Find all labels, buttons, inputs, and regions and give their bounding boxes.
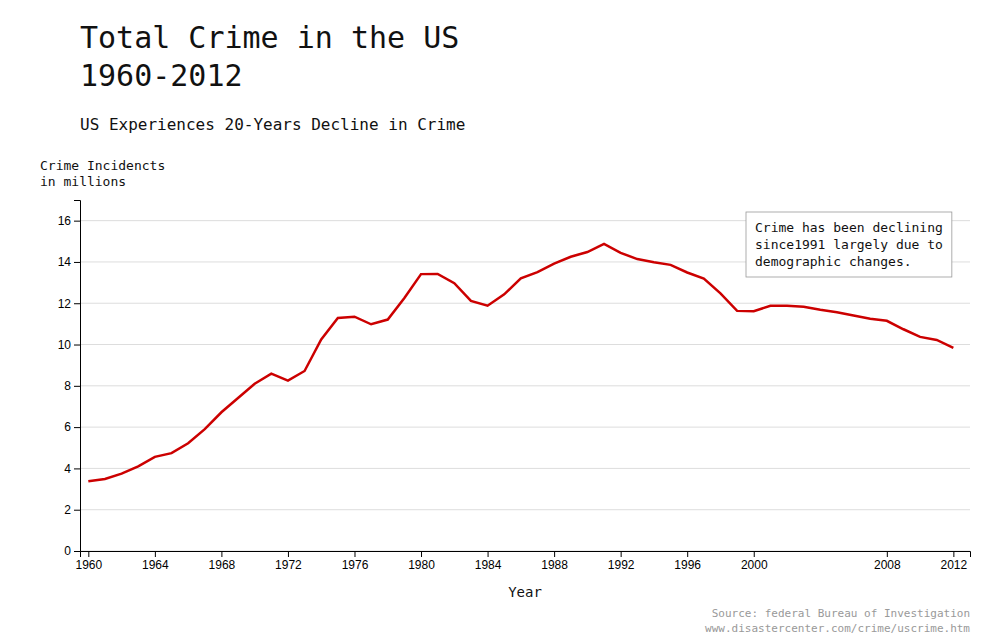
x-tick: 1960 — [75, 551, 102, 572]
y-tick-label: 0 — [64, 544, 71, 558]
y-tick-mark — [74, 386, 80, 387]
grid-line — [80, 385, 970, 386]
y-tick-label: 16 — [58, 214, 72, 228]
text-line: 1960-2012 — [80, 58, 243, 93]
y-tick-mark — [74, 221, 80, 222]
x-tick-mark — [354, 551, 355, 557]
text-line: Source: federal Bureau of Investigation — [712, 607, 970, 620]
y-tick-mark — [74, 551, 80, 552]
y-tick-mark — [74, 303, 80, 304]
text-line: since1991 largely due to — [755, 237, 943, 252]
x-axis: 1960 1964 1968 1972 1976 1980 1984 1988 1992 1996… — [75, 551, 970, 572]
y-axis: 0 2 4 6 8 10 12 14 16 — [58, 201, 81, 559]
y-tick: 8 — [64, 379, 80, 393]
x-tick: 1992 — [608, 551, 635, 572]
y-tick-label: 12 — [58, 297, 72, 311]
x-tick: 1964 — [142, 551, 169, 572]
x-tick-label: 1964 — [142, 558, 169, 572]
x-tick: 2008 — [874, 551, 901, 572]
x-tick-mark — [953, 551, 954, 557]
marks — [88, 244, 953, 481]
y-tick: 10 — [58, 338, 80, 352]
y-tick-label: 8 — [64, 379, 71, 393]
y-axis-title: Crime Incidenctsin millions — [40, 158, 165, 189]
text-line: Crime Incidencts — [40, 158, 165, 173]
source: Source: federal Bureau of Investigation w… — [705, 607, 970, 635]
grid-line — [80, 303, 970, 304]
plot: Crime Incidenctsin millions1960196419681… — [40, 158, 971, 600]
y-tick: 16 — [58, 214, 80, 228]
x-tick: 1988 — [541, 551, 568, 572]
x-tick: 2012 — [941, 551, 968, 572]
chart: Total Crime in the US1960-2012 US Experie… — [0, 0, 1000, 641]
y-tick: 12 — [58, 297, 80, 311]
x-tick-mark — [754, 551, 755, 557]
y-tick-label: 6 — [64, 420, 71, 434]
y-tick-label: 4 — [64, 462, 71, 476]
x-tick-mark — [687, 551, 688, 557]
y-tick-mark — [74, 262, 80, 263]
x-axis-line — [81, 552, 971, 558]
x-tick-label: 1976 — [342, 558, 369, 572]
x-tick: 1976 — [342, 551, 369, 572]
y-tick-mark — [74, 427, 80, 428]
annotation-frame — [746, 212, 952, 277]
x-tick-label: 1984 — [475, 558, 502, 572]
y-tick: 14 — [58, 255, 80, 269]
line — [88, 244, 953, 481]
x-tick-label: 1972 — [275, 558, 302, 572]
grid-line — [80, 427, 970, 428]
annotation-box: Crime has been declining since1991 largel… — [746, 212, 952, 277]
subtitle: US Experiences 20-Years Decline in Crime — [80, 115, 465, 134]
text-line: Crime has been declining — [755, 220, 943, 235]
x-tick-mark — [155, 551, 156, 557]
text-line: demographic changes. — [755, 254, 912, 269]
y-tick-mark — [74, 345, 80, 346]
x-tick-mark — [621, 551, 622, 557]
x-tick-mark — [421, 551, 422, 557]
y-tick-label: 14 — [58, 255, 72, 269]
text-line: www.disastercenter.com/crime/uscrime.htm — [705, 622, 970, 635]
x-tick: 1968 — [209, 551, 236, 572]
x-tick: 1996 — [674, 551, 701, 572]
x-tick-mark — [88, 551, 89, 557]
y-tick-label: 2 — [64, 503, 71, 517]
y-tick-mark — [74, 510, 80, 511]
x-tick-label: 1960 — [75, 558, 102, 572]
x-tick-label: 1988 — [541, 558, 568, 572]
x-tick-label: 1992 — [608, 558, 635, 572]
annotation: Crime has been declining since1991 largel… — [755, 220, 943, 269]
x-axis-title: Year — [508, 584, 542, 600]
text-line: Total Crime in the US — [80, 20, 459, 55]
x-tick: 1980 — [408, 551, 435, 572]
grid-line — [80, 344, 970, 345]
x-tick-label: 2012 — [941, 558, 968, 572]
x-tick-mark — [221, 551, 222, 557]
x-tick-label: 1968 — [209, 558, 236, 572]
y-tick-label: 10 — [58, 338, 72, 352]
y-axis-line — [74, 201, 81, 552]
x-tick: 1984 — [475, 551, 502, 572]
x-tick-mark — [488, 551, 489, 557]
x-tick-label: 1996 — [674, 558, 701, 572]
title: Total Crime in the US1960-2012 — [80, 20, 459, 93]
x-tick: 1972 — [275, 551, 302, 572]
y-tick-mark — [74, 468, 80, 469]
grid-line — [80, 509, 970, 510]
x-tick-label: 2000 — [741, 558, 768, 572]
x-tick-mark — [288, 551, 289, 557]
y-tick: 4 — [64, 462, 80, 476]
y-tick: 6 — [64, 420, 80, 434]
x-tick-mark — [554, 551, 555, 557]
x-tick-label: 1980 — [408, 558, 435, 572]
x-tick-label: 2008 — [874, 558, 901, 572]
x-tick-mark — [887, 551, 888, 557]
y-tick: 2 — [64, 503, 80, 517]
grid-line — [80, 468, 970, 469]
x-tick: 2000 — [741, 551, 768, 572]
text-line: in millions — [40, 174, 126, 189]
y-tick: 0 — [64, 544, 80, 558]
